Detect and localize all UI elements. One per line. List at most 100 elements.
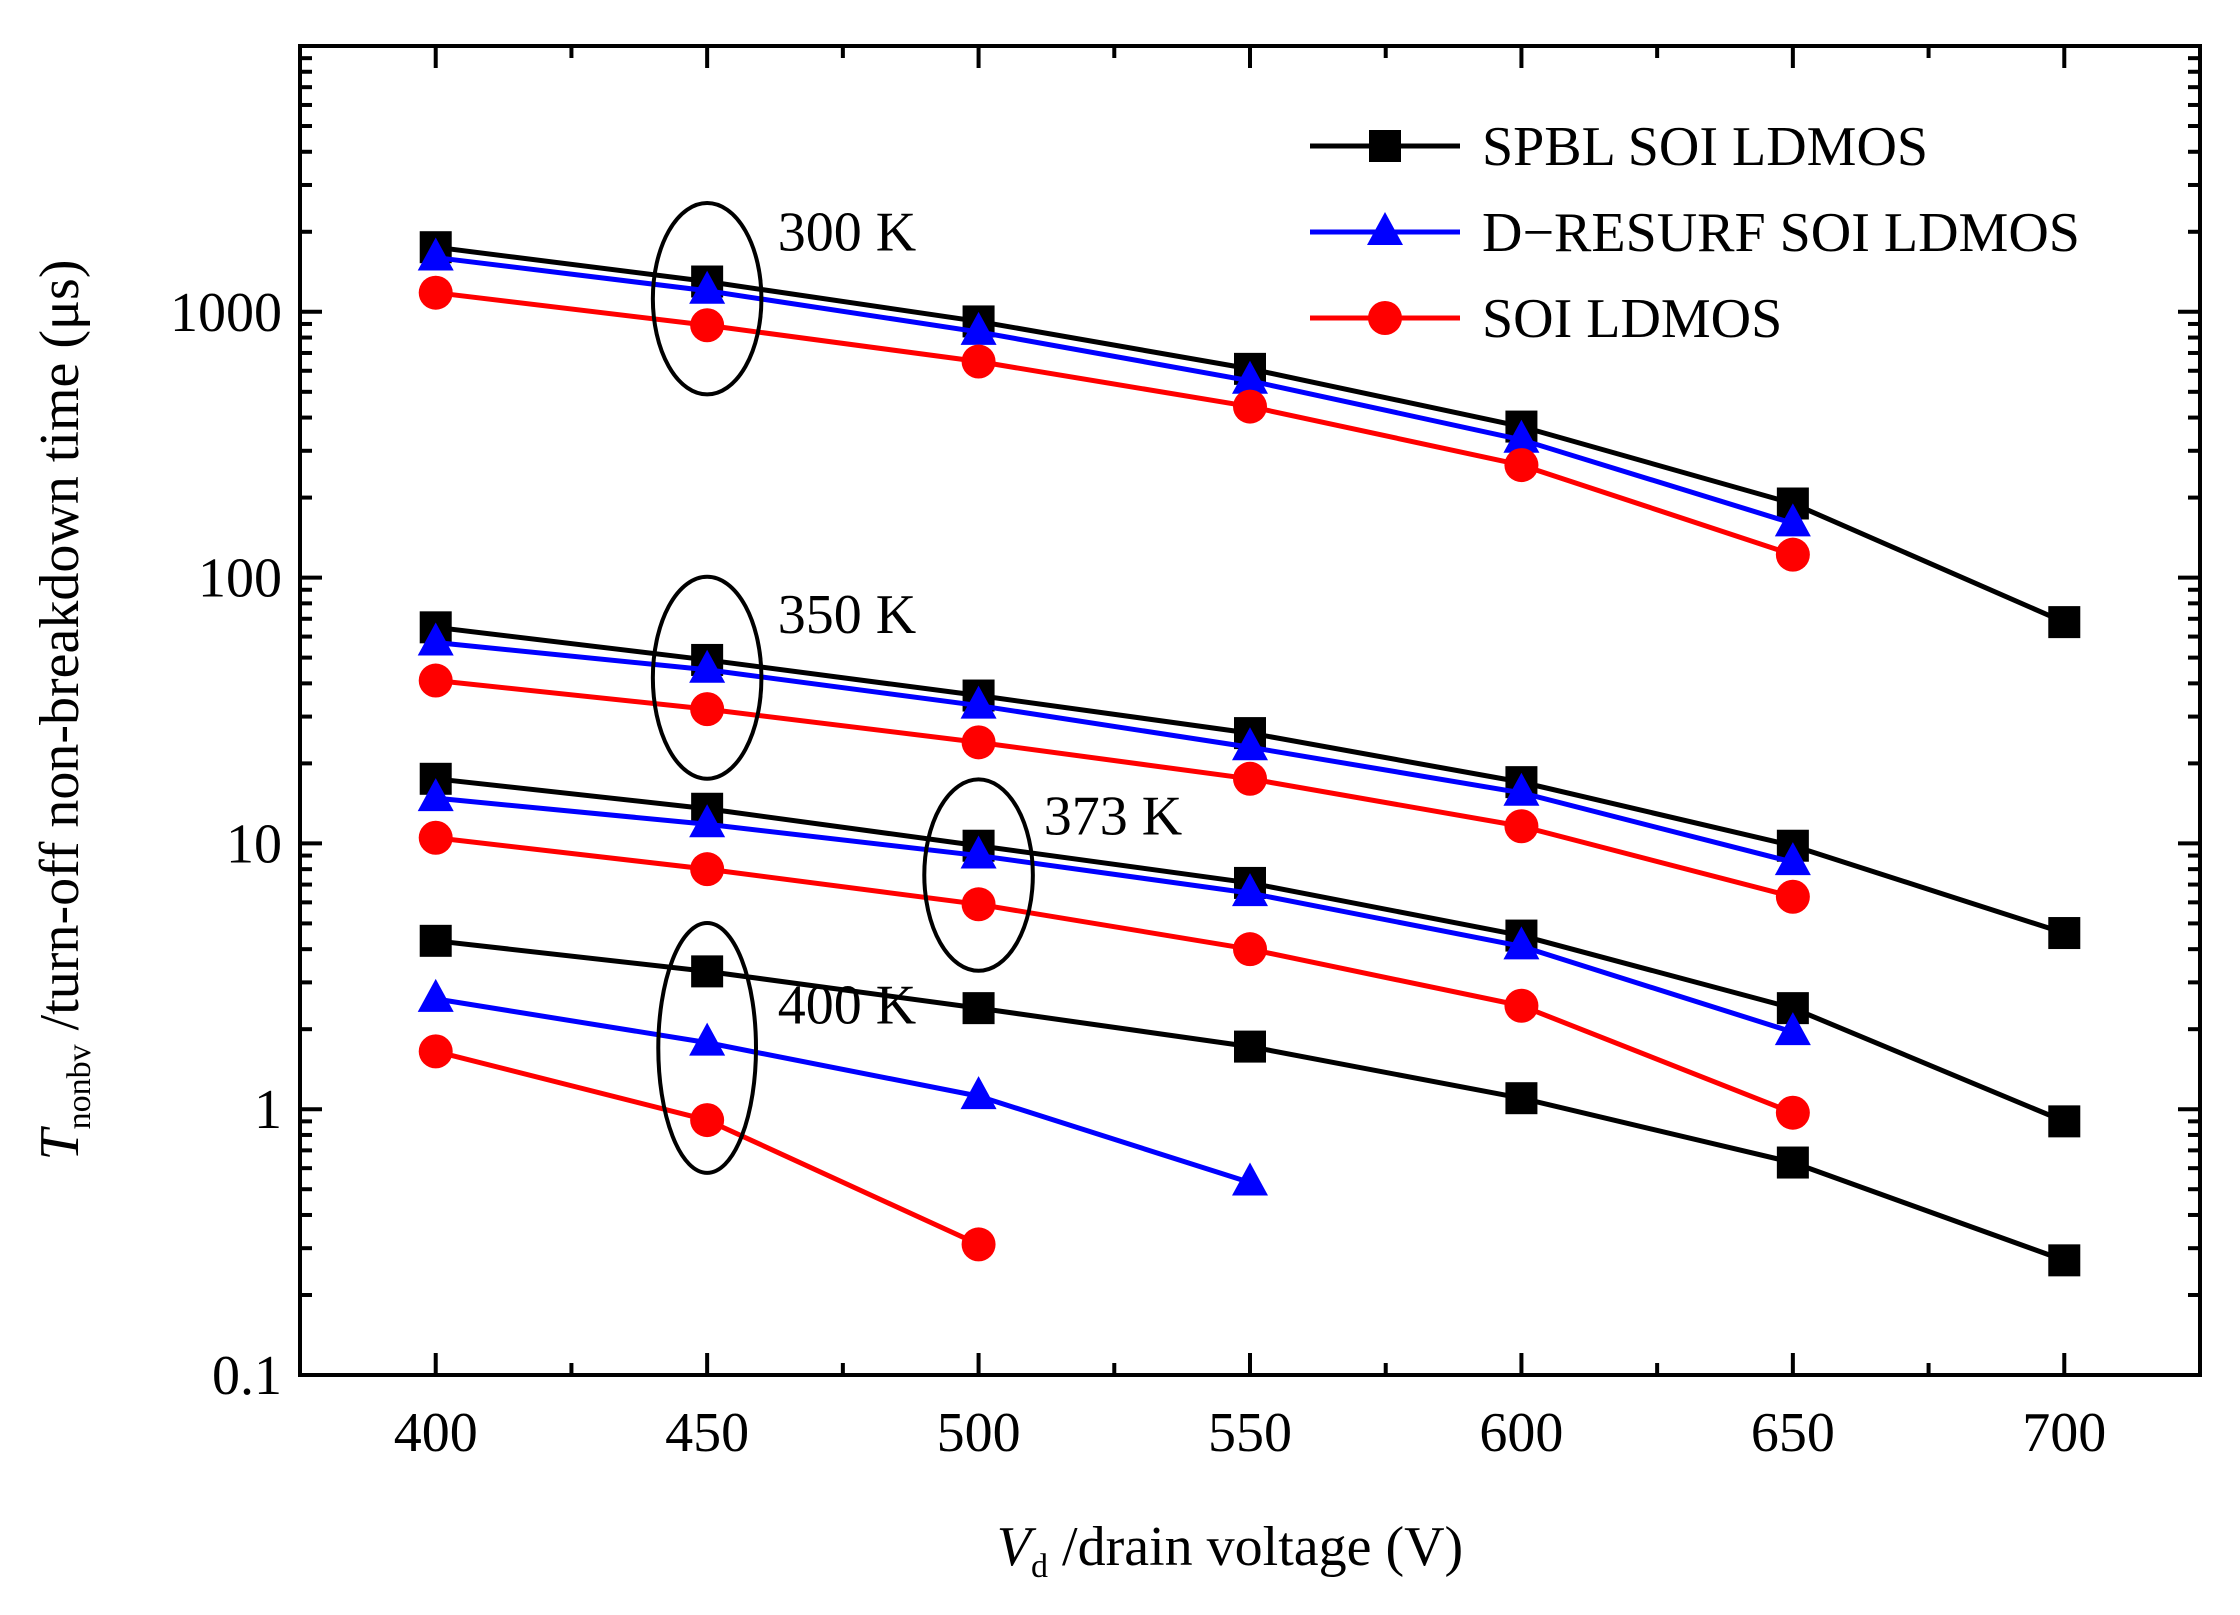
legend-marker bbox=[1369, 130, 1401, 162]
series-line bbox=[435, 938, 2066, 1263]
series-8 bbox=[418, 820, 1810, 1130]
legend-marker bbox=[1368, 301, 1402, 335]
x-tick-label: 500 bbox=[937, 1402, 1021, 1464]
data-point bbox=[960, 311, 997, 345]
series-line bbox=[435, 835, 1794, 1116]
data-point bbox=[418, 275, 453, 310]
data-point bbox=[417, 622, 454, 656]
x-tick-label: 400 bbox=[394, 1402, 478, 1464]
series-10 bbox=[417, 978, 1268, 1196]
data-point bbox=[690, 852, 725, 887]
x-tick-label: 450 bbox=[665, 1402, 749, 1464]
series-1 bbox=[417, 237, 1811, 537]
series-0 bbox=[419, 231, 2081, 639]
temperature-label: 373 K bbox=[1044, 786, 1182, 848]
data-point bbox=[1774, 1012, 1811, 1046]
data-point bbox=[960, 835, 997, 869]
data-point bbox=[690, 1103, 725, 1138]
x-axis-label-var: V bbox=[997, 1516, 1037, 1578]
data-point bbox=[418, 820, 453, 855]
data-point bbox=[1233, 761, 1267, 796]
plot-area: 300 K 350 K 373 K 400 K bbox=[417, 201, 2081, 1277]
data-point bbox=[2048, 606, 2081, 639]
data-point bbox=[1504, 448, 1539, 483]
x-tick-label: 650 bbox=[1751, 1402, 1835, 1464]
series-line bbox=[435, 678, 1794, 900]
series-11 bbox=[418, 1034, 996, 1262]
series-5 bbox=[418, 663, 1810, 914]
temperature-label: 350 K bbox=[778, 584, 916, 646]
group-ellipse bbox=[650, 574, 764, 781]
data-point bbox=[418, 663, 453, 698]
series-line bbox=[435, 244, 2066, 625]
y-tick-label: 100 bbox=[198, 548, 282, 610]
data-point bbox=[689, 804, 726, 838]
x-axis-label: Vd /drain voltage (V) bbox=[997, 1516, 1463, 1585]
data-point bbox=[1233, 389, 1267, 424]
data-point bbox=[2048, 1244, 2081, 1277]
series-line bbox=[435, 996, 1251, 1185]
data-point bbox=[961, 1227, 996, 1262]
data-point bbox=[1775, 537, 1810, 572]
data-point bbox=[1232, 727, 1268, 761]
series-4 bbox=[417, 622, 1811, 876]
y-axis-label-sub: nonbv bbox=[61, 1044, 98, 1129]
x-axis-label-sub: d bbox=[1031, 1548, 1048, 1585]
temperature-label: 300 K bbox=[778, 202, 916, 264]
y-tick-label: 0.1 bbox=[212, 1345, 282, 1407]
series-2 bbox=[418, 275, 1810, 572]
data-point bbox=[417, 978, 454, 1012]
data-point bbox=[417, 778, 454, 812]
series-line bbox=[435, 255, 1794, 526]
legend-marker bbox=[1367, 212, 1403, 245]
data-point bbox=[961, 725, 996, 760]
data-point bbox=[1503, 772, 1540, 806]
data-point bbox=[1503, 419, 1540, 453]
y-tick-label: 10 bbox=[226, 813, 282, 875]
data-point bbox=[418, 1034, 453, 1069]
data-point bbox=[960, 685, 997, 719]
data-point bbox=[1504, 809, 1539, 844]
data-point bbox=[690, 308, 725, 343]
data-point bbox=[690, 692, 725, 727]
data-point bbox=[1232, 360, 1268, 394]
legend-label: SOI LDMOS bbox=[1482, 288, 1782, 350]
legend-label: D−RESURF SOI LDMOS bbox=[1482, 202, 2080, 264]
data-point bbox=[2048, 1105, 2081, 1138]
group-ellipse bbox=[650, 201, 764, 397]
data-point bbox=[689, 649, 726, 683]
group-ellipse bbox=[922, 777, 1035, 973]
data-point bbox=[1774, 842, 1811, 876]
data-point bbox=[1775, 879, 1810, 914]
y-tick-label: 1000 bbox=[170, 282, 282, 344]
data-point bbox=[961, 344, 996, 379]
data-point bbox=[1232, 1162, 1268, 1196]
legend-entry: SOI LDMOS bbox=[1310, 288, 1782, 350]
data-point bbox=[1774, 503, 1811, 537]
legend-entry: SPBL SOI LDMOS bbox=[1310, 116, 1928, 178]
x-axis-label-text: /drain voltage (V) bbox=[1048, 1516, 1463, 1578]
data-point bbox=[1504, 988, 1539, 1023]
data-point bbox=[2048, 917, 2081, 950]
data-point bbox=[419, 924, 452, 957]
data-point bbox=[962, 992, 995, 1025]
series-line bbox=[435, 290, 1794, 558]
legend-entry: D−RESURF SOI LDMOS bbox=[1310, 202, 2080, 264]
y-axis-label: Tnonbv /turn-off non-breakdown time (μs) bbox=[29, 260, 98, 1161]
data-point bbox=[961, 887, 996, 922]
y-axis-label-var: T bbox=[29, 1125, 91, 1160]
series-7 bbox=[417, 778, 1811, 1046]
data-point bbox=[691, 955, 724, 988]
legend: SPBL SOI LDMOS D−RESURF SOI LDMOS SOI LDMO… bbox=[1310, 116, 2080, 350]
data-point bbox=[1233, 932, 1267, 967]
x-tick-label: 550 bbox=[1208, 1402, 1292, 1464]
series-line bbox=[435, 795, 1794, 1035]
y-axis-label-text: /turn-off non-breakdown time (μs) bbox=[29, 260, 91, 1045]
data-point bbox=[689, 270, 726, 304]
axes: 400 450 500 550 600 650 700 0.1 1 10 100 1000 bbox=[170, 44, 2202, 1464]
x-tick-label: 700 bbox=[2022, 1402, 2106, 1464]
data-point bbox=[1232, 873, 1268, 907]
data-point bbox=[1776, 1146, 1809, 1179]
data-point bbox=[960, 1076, 997, 1110]
